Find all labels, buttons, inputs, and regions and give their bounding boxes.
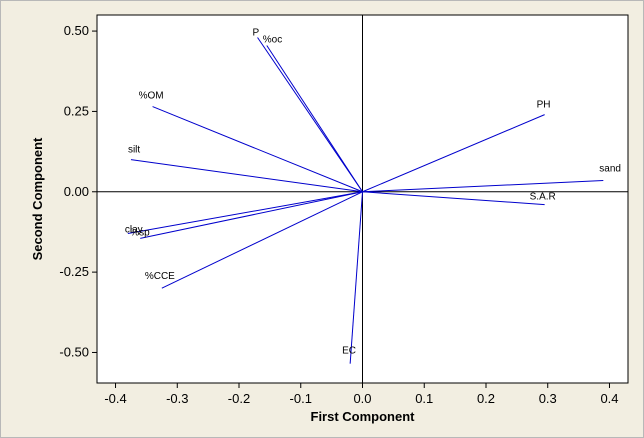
vector-line-oc (266, 45, 363, 193)
vector-label-oc: %oc (263, 35, 282, 46)
vector-label-silt: silt (128, 145, 140, 156)
y-tick-label: -0.25 (59, 264, 89, 279)
vector-line-sar (362, 191, 545, 206)
vector-label-cce: %CCE (145, 271, 175, 282)
y-axis-title: Second Component (30, 137, 45, 260)
vector-label-sp: %sp (130, 227, 150, 238)
x-tick-label: 0.3 (539, 391, 557, 406)
x-tick-label: 0.4 (600, 391, 618, 406)
x-tick-label: -0.1 (290, 391, 312, 406)
vector-label-p: P (253, 27, 260, 38)
vector-label-ec: EC (342, 346, 356, 357)
vector-line-silt (130, 159, 363, 193)
y-tick-label: 0.00 (64, 184, 89, 199)
vector-label-clay: clay (125, 225, 143, 236)
x-tick-label: 0.1 (415, 391, 433, 406)
vector-line-om (152, 106, 363, 193)
loading-vectors: P%oc %OM silt clay%sp %CCE EC PH sand S.A.R (125, 27, 621, 364)
vector-line-clay (127, 191, 363, 235)
vector-label-sand: sand (599, 164, 621, 175)
vector-line-ph (362, 114, 545, 193)
vector-line-ec (349, 191, 363, 364)
x-tick-label: -0.4 (104, 391, 126, 406)
vector-label-sar: S.A.R (530, 192, 556, 203)
x-tick-label: 0.2 (477, 391, 495, 406)
x-tick-label: -0.3 (166, 391, 188, 406)
vector-label-om: %OM (139, 91, 164, 102)
y-tick-label: -0.50 (59, 344, 89, 359)
vector-line-sp (140, 191, 363, 239)
vector-label-ph: PH (537, 100, 551, 111)
y-tick-label: 0.50 (64, 23, 89, 38)
vector-line-cce (161, 191, 363, 289)
x-tick-label: -0.2 (228, 391, 250, 406)
x-axis-ticks: -0.4 -0.3 -0.2 -0.1 0.0 0.1 0.2 0.3 0.4 (104, 383, 619, 406)
x-tick-label: 0.0 (353, 391, 371, 406)
y-tick-label: 0.25 (64, 103, 89, 118)
vector-line-p (257, 37, 363, 193)
x-axis-title: First Component (311, 409, 416, 424)
vector-line-sand (362, 180, 604, 193)
y-axis-ticks: 0.50 0.25 0.00 -0.25 -0.50 (59, 23, 97, 359)
